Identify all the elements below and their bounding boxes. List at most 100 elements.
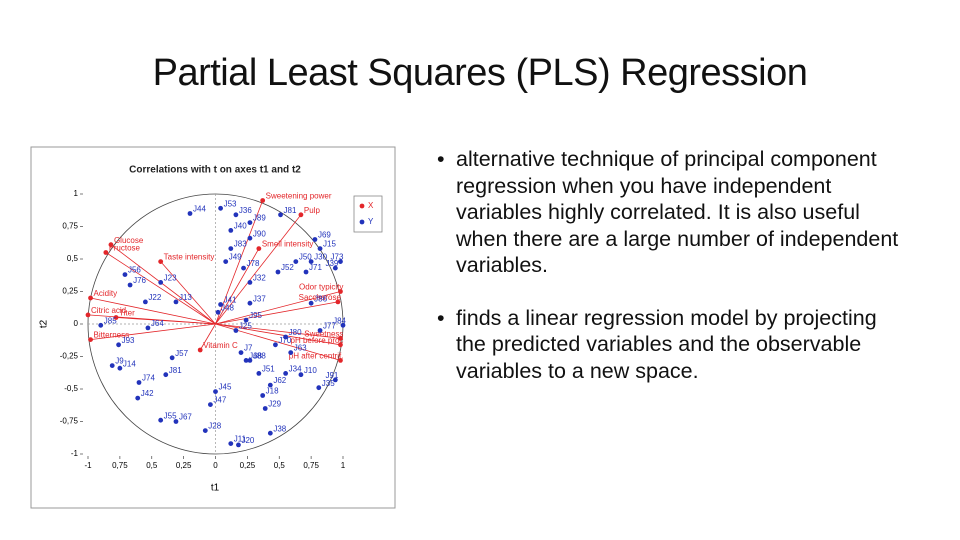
point [236, 442, 241, 448]
point-label: J50 [299, 253, 312, 262]
loading-vector [116, 317, 216, 325]
point [88, 295, 93, 301]
point [238, 350, 244, 355]
point [293, 259, 299, 264]
point-label: J69 [318, 231, 331, 240]
point [145, 325, 151, 331]
point-label: J90 [253, 229, 266, 238]
point-label: J41 [224, 296, 237, 305]
point [113, 315, 119, 320]
slide-title: Partial Least Squares (PLS) Regression [152, 52, 808, 94]
legend-marker [359, 219, 365, 225]
point [228, 441, 234, 446]
x-tick-label: 0,75 [112, 461, 128, 470]
point [340, 322, 346, 328]
point [332, 377, 338, 383]
point-label: J23 [164, 274, 177, 283]
loading-vector [90, 297, 216, 325]
loading-vector [215, 200, 264, 325]
point [135, 395, 141, 401]
point [260, 393, 266, 398]
legend-marker [359, 203, 365, 209]
y-tick-label: -0,25 [60, 352, 79, 361]
x-tick-label: -1 [84, 461, 92, 470]
point [338, 358, 343, 363]
y-tick-label: 0 [74, 319, 79, 328]
point-label: J95 [249, 311, 262, 320]
point-label: Taste intensity [164, 253, 215, 262]
point-label: J85 [104, 316, 117, 325]
point [273, 342, 278, 348]
point [247, 300, 253, 306]
point-label: J86 [314, 294, 327, 303]
y-tick-label: 0,75 [62, 222, 78, 231]
point [117, 365, 123, 371]
point [103, 250, 109, 255]
point-label: J63 [294, 344, 307, 353]
y-tick-label: -1 [71, 449, 79, 458]
point-label: J91 [325, 371, 338, 380]
point-label: J56 [128, 266, 141, 275]
point-label: J11 [234, 435, 247, 444]
point [158, 280, 164, 285]
point-label: J47 [213, 396, 226, 405]
point-label: Acidity [94, 289, 118, 298]
y-tick-label: 0,5 [67, 254, 79, 263]
point [241, 265, 246, 271]
point [228, 228, 234, 233]
legend-label: Y [368, 217, 374, 226]
point [283, 371, 289, 376]
point [187, 211, 193, 216]
point [275, 269, 281, 275]
loading-vector [90, 323, 216, 340]
point [317, 246, 323, 252]
point [317, 328, 323, 333]
point-label: J13 [179, 293, 192, 302]
point-label: J89 [253, 214, 266, 223]
point-label: Vitamin C [203, 341, 238, 350]
point [218, 205, 224, 211]
point [335, 299, 341, 305]
point [298, 212, 304, 218]
point [247, 358, 253, 363]
bullet-list: alternative technique of principal compo… [437, 146, 907, 410]
point [158, 259, 164, 264]
chart-title: Correlations with t on axes t1 and t2 [129, 165, 301, 176]
x-tick-label: 1 [341, 461, 346, 470]
loading-vector [215, 301, 338, 325]
point-label: J22 [148, 293, 161, 302]
point [288, 350, 294, 355]
point [85, 312, 91, 318]
point [247, 235, 253, 241]
point [338, 342, 343, 348]
point-label: J71 [309, 263, 322, 272]
loading-vector [110, 244, 216, 325]
point-label: J52 [281, 263, 294, 272]
point-label: J20 [241, 436, 254, 445]
x-tick-label: 0,25 [240, 461, 256, 470]
point-label: J35 [322, 379, 335, 388]
loading-vector [215, 214, 302, 325]
point-label: J70 [278, 336, 291, 345]
point-label: Smell intensity [262, 240, 314, 249]
point-label: J14 [123, 359, 136, 368]
point [98, 322, 104, 328]
point [283, 334, 289, 340]
legend-label: X [368, 201, 374, 210]
point-label: J78 [247, 259, 260, 268]
x-tick-label: 0,5 [146, 461, 158, 470]
point-label: J57 [175, 349, 188, 358]
point-label: Glucose [114, 236, 144, 245]
point-label: J62 [273, 376, 286, 385]
loading-vector [105, 252, 216, 325]
point-label: J36 [239, 206, 252, 215]
point [223, 259, 229, 264]
point-label: J45 [219, 383, 232, 392]
y-tick-label: -0,5 [64, 384, 78, 393]
point [173, 299, 179, 305]
point [316, 385, 322, 391]
point-label: Sweetness [304, 329, 343, 338]
point [308, 300, 314, 306]
point-label: J74 [142, 374, 155, 383]
point [278, 212, 283, 218]
